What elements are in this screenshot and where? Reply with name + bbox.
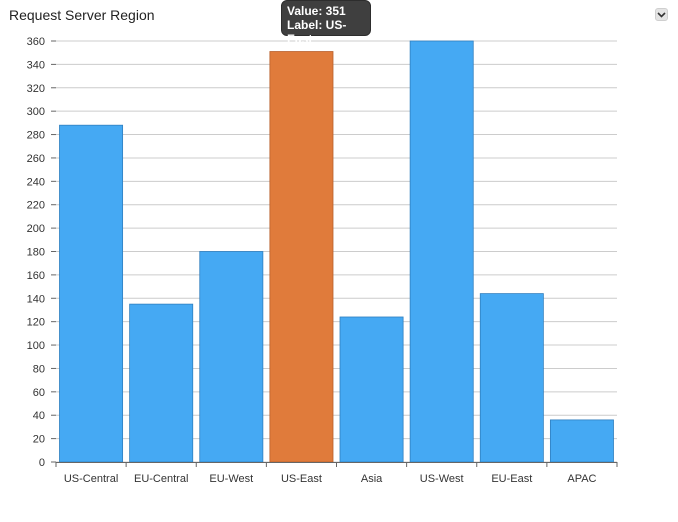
bar[interactable] (479, 293, 544, 463)
y-tick-label: 360 (27, 36, 45, 48)
y-tick-label: 160 (27, 270, 45, 282)
x-tick-label: US-West (420, 473, 464, 485)
y-tick-label: 220 (27, 200, 45, 212)
y-tick-label: 240 (27, 176, 45, 188)
y-tick-label: 120 (27, 317, 45, 329)
chart-menu-button[interactable] (655, 8, 668, 21)
bars (59, 40, 614, 463)
y-tick-label: 300 (27, 106, 45, 118)
x-tick-label: Asia (361, 473, 383, 485)
bar[interactable] (409, 40, 474, 463)
x-tick-label: US-East (281, 473, 322, 485)
x-tick-label: US-Central (64, 473, 118, 485)
chevron-down-icon (657, 11, 666, 18)
y-tick-label: 280 (27, 130, 45, 142)
x-tick-label: EU-West (209, 473, 253, 485)
chart-title: Request Server Region (9, 7, 155, 23)
y-tick-label: 60 (33, 387, 45, 399)
tooltip-value: Value: 351 (287, 4, 346, 18)
bar[interactable] (59, 124, 124, 463)
y-tick-label: 340 (27, 59, 45, 71)
tooltip-label: Label: US-East (287, 18, 347, 46)
bar[interactable] (269, 51, 334, 463)
bar[interactable] (339, 316, 404, 463)
bar[interactable] (129, 303, 194, 463)
y-tick-label: 260 (27, 153, 45, 165)
y-tick-label: 40 (33, 410, 45, 422)
y-axis-ticks: 0 20 40 60 80 100 120 140 160 180 200 220 240 260 280 3… (27, 36, 56, 469)
y-tick-label: 180 (27, 247, 45, 259)
x-tick-label: EU-East (491, 473, 532, 485)
x-tick-label: EU-Central (134, 473, 188, 485)
y-tick-label: 20 (33, 434, 45, 446)
bar[interactable] (549, 419, 614, 463)
x-tick-label: APAC (567, 473, 596, 485)
y-tick-label: 320 (27, 83, 45, 95)
y-tick-label: 0 (39, 457, 45, 469)
y-tick-label: 140 (27, 293, 45, 305)
y-tick-label: 80 (33, 363, 45, 375)
y-tick-label: 200 (27, 223, 45, 235)
x-axis: US-Central EU-Central EU-West US-East Asia US… (55, 462, 618, 485)
y-tick-label: 100 (27, 340, 45, 352)
bar-tooltip: Value: 351 Label: US-East (281, 0, 371, 46)
bar[interactable] (199, 251, 264, 463)
